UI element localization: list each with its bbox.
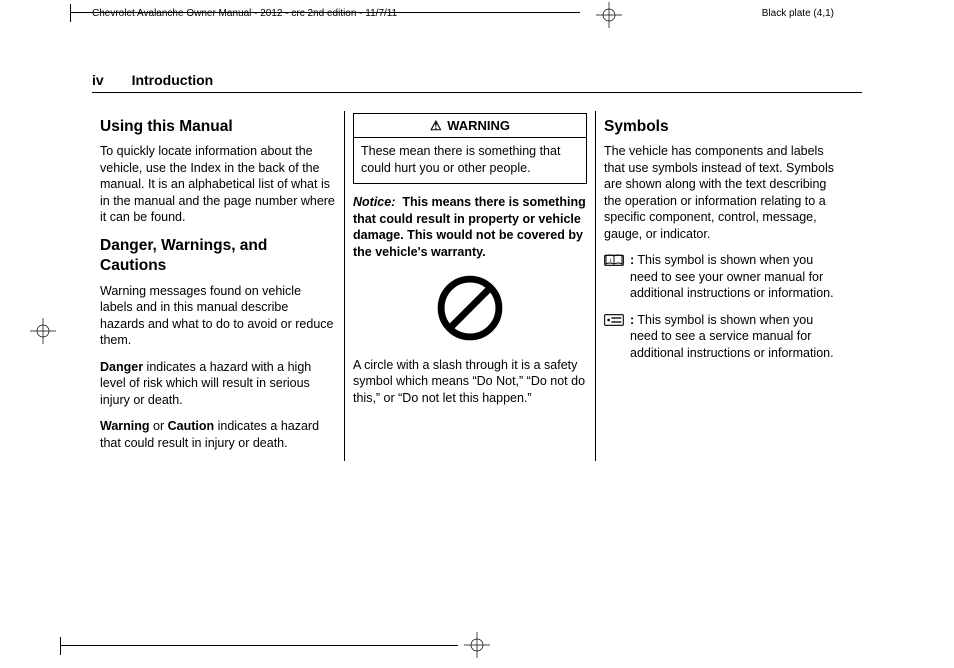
heading-symbols: Symbols — [604, 117, 840, 137]
registration-mark-icon — [596, 2, 622, 28]
body-text: Warning or Caution indicates a hazard th… — [100, 418, 336, 451]
page-number: iv — [92, 72, 104, 88]
service-manual-icon — [604, 313, 624, 332]
inline-text: or — [150, 419, 168, 433]
notice-lead: Notice: — [353, 195, 395, 209]
heading-using-manual: Using this Manual — [100, 117, 336, 137]
symbol-description: : This symbol is shown when you need to … — [630, 312, 840, 362]
svg-text:i: i — [610, 258, 611, 263]
crop-mark — [70, 12, 580, 30]
crop-mark — [60, 645, 458, 646]
column-3: Symbols The vehicle has components and l… — [596, 111, 848, 461]
warning-box-header: ⚠ WARNING — [354, 114, 586, 138]
warning-triangle-icon: ⚠ — [430, 118, 442, 133]
inline-bold: Warning — [100, 419, 150, 433]
body-text: A circle with a slash through it is a sa… — [353, 357, 587, 407]
running-head: iv Introduction — [92, 72, 862, 93]
column-1: Using this Manual To quickly locate info… — [92, 111, 344, 461]
registration-mark-icon — [464, 632, 490, 658]
body-text: Danger indicates a hazard with a high le… — [100, 359, 336, 409]
print-header-right: Black plate (4,1) — [762, 8, 834, 19]
prohibition-symbol-icon — [353, 270, 587, 351]
registration-mark-icon — [30, 318, 56, 344]
symbol-entry: : This symbol is shown when you need to … — [604, 312, 840, 362]
body-text: The vehicle has components and labels th… — [604, 143, 840, 242]
warning-box: ⚠ WARNING These mean there is something … — [353, 113, 587, 184]
inline-text: This symbol is shown when you need to se… — [630, 253, 834, 300]
owner-manual-icon: i — [604, 253, 624, 272]
column-2: ⚠ WARNING These mean there is something … — [344, 111, 596, 461]
symbol-entry: i : This symbol is shown when you need t… — [604, 252, 840, 302]
body-text: To quickly locate information about the … — [100, 143, 336, 226]
body-text: Warning messages found on vehicle labels… — [100, 283, 336, 349]
warning-box-body: These mean there is something that could… — [354, 138, 586, 183]
inline-bold: Caution — [168, 419, 215, 433]
inline-text: This symbol is shown when you need to se… — [630, 313, 834, 360]
section-name: Introduction — [132, 72, 214, 88]
symbol-description: : This symbol is shown when you need to … — [630, 252, 840, 302]
warning-label: WARNING — [447, 118, 510, 133]
notice-text: Notice: This means there is something th… — [353, 194, 587, 260]
inline-bold: Danger — [100, 360, 143, 374]
heading-danger-warnings: Danger, Warnings, and Cautions — [100, 236, 336, 277]
